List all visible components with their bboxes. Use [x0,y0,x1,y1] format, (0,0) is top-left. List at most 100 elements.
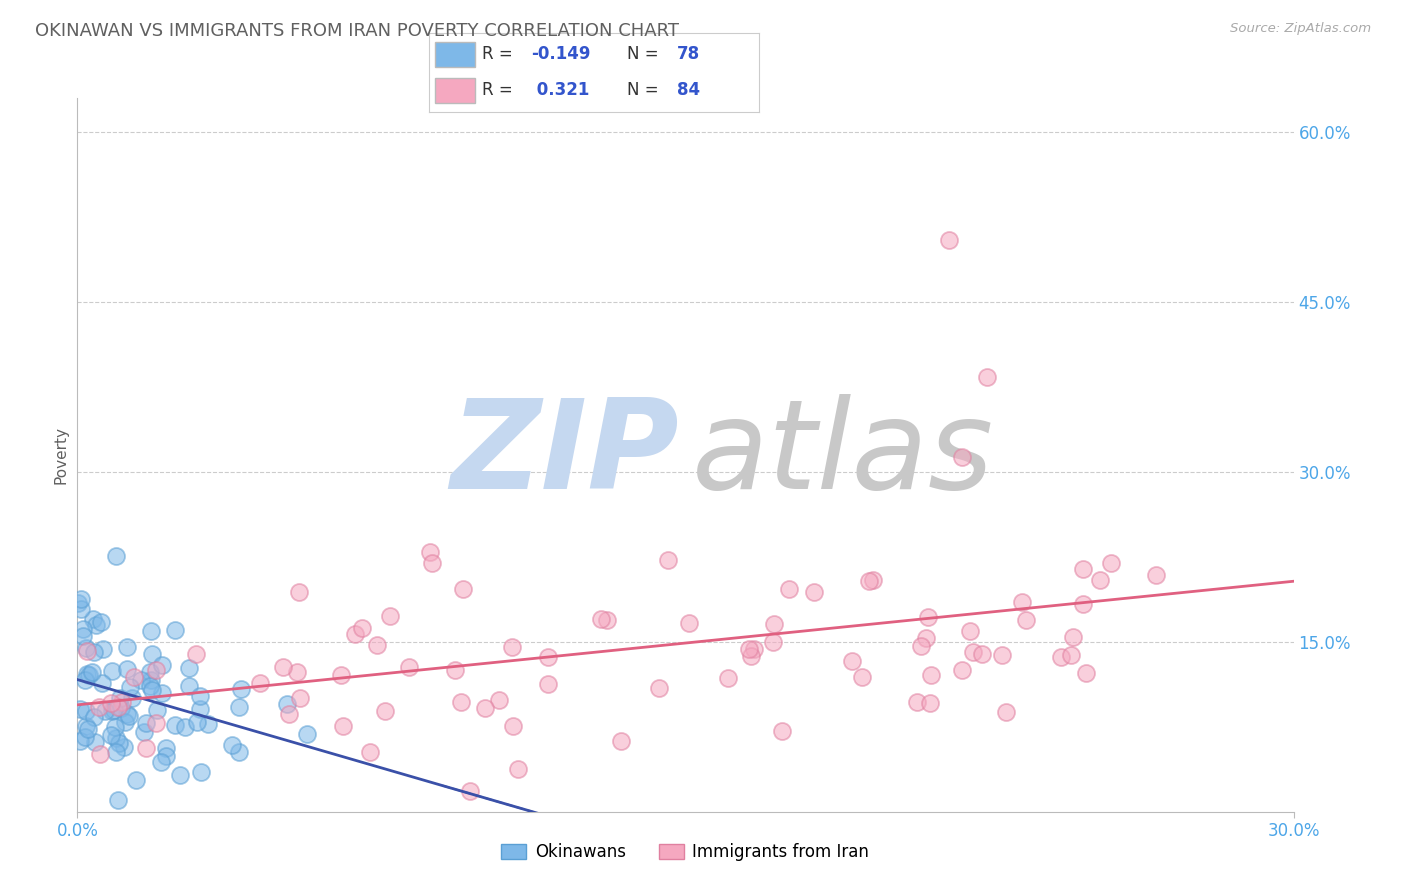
Point [762,616,785,631]
Point [141,648,163,662]
Point [647,681,669,695]
Point [678,616,700,631]
Point [75,719,97,733]
Point [589,612,612,626]
Point [100,728,122,742]
Point [177,661,200,675]
Point [343,627,366,641]
Point [184,647,207,661]
Point [135,715,157,730]
Point [107,699,129,714]
Point [122,670,145,684]
Point [165,718,187,732]
Text: 84: 84 [676,81,700,99]
Point [1011,595,1033,609]
Point [862,573,884,587]
Point [111,695,134,709]
Point [139,624,162,639]
Point [374,704,396,718]
Point [72,622,94,636]
Point [141,673,163,687]
Point [920,696,942,710]
Point [474,701,496,715]
Point [72,629,94,643]
Point [73,673,96,688]
Point [285,665,308,679]
Point [115,662,138,676]
Point [103,703,125,717]
Point [1088,573,1111,587]
Point [179,679,201,693]
Point [82,612,104,626]
Point [458,784,481,798]
Point [104,549,127,563]
Text: ZIP: ZIP [450,394,679,516]
Point [332,719,354,733]
Point [135,741,157,756]
Point [115,707,138,722]
Point [419,545,441,559]
Point [277,707,299,722]
Point [271,660,294,674]
Point [100,696,122,710]
Point [1076,666,1098,681]
Point [104,731,127,746]
Point [288,690,311,705]
Point [89,747,111,761]
Point [295,727,318,741]
Point [139,665,162,680]
Point [228,700,250,714]
Point [75,641,97,656]
Point [905,695,928,709]
Point [851,669,873,683]
Point [87,700,110,714]
Point [115,640,138,654]
Point [1060,648,1083,662]
Point [163,623,186,637]
Point [110,700,132,714]
Point [770,724,793,739]
Point [84,734,107,748]
Point [107,793,129,807]
Point [229,682,252,697]
Point [76,667,98,681]
Point [841,654,863,668]
Point [101,664,124,678]
Point [94,704,117,718]
Text: Source: ZipAtlas.com: Source: ZipAtlas.com [1230,22,1371,36]
Point [398,660,420,674]
Point [105,745,128,759]
Point [778,582,800,596]
Point [118,709,141,723]
Point [950,450,973,465]
Point [129,673,152,687]
Point [152,657,174,672]
Point [70,591,93,606]
Point [150,755,173,769]
Point [502,719,524,733]
Point [420,556,443,570]
Point [451,582,474,596]
Text: N =: N = [627,45,664,63]
Point [596,614,619,628]
Text: R =: R = [482,81,517,99]
Point [188,702,211,716]
Point [173,720,195,734]
Point [118,681,141,695]
Point [76,722,98,736]
Point [910,639,932,653]
Point [155,741,177,756]
Point [141,682,163,697]
Point [69,702,91,716]
Point [104,720,127,734]
Point [66,596,89,610]
Text: 0.321: 0.321 [531,81,589,99]
Point [972,647,994,661]
Point [121,690,143,705]
Point [742,642,765,657]
Point [70,602,93,616]
Point [80,665,103,679]
Point [288,584,311,599]
Text: -0.149: -0.149 [531,45,591,63]
Point [450,695,472,709]
